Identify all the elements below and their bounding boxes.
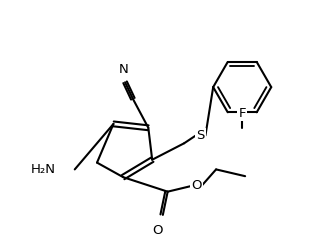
Text: N: N xyxy=(118,63,128,75)
Text: H₂N: H₂N xyxy=(30,163,55,176)
Text: O: O xyxy=(191,179,202,192)
Text: O: O xyxy=(153,224,163,237)
Text: S: S xyxy=(197,129,205,142)
Text: F: F xyxy=(239,107,246,120)
